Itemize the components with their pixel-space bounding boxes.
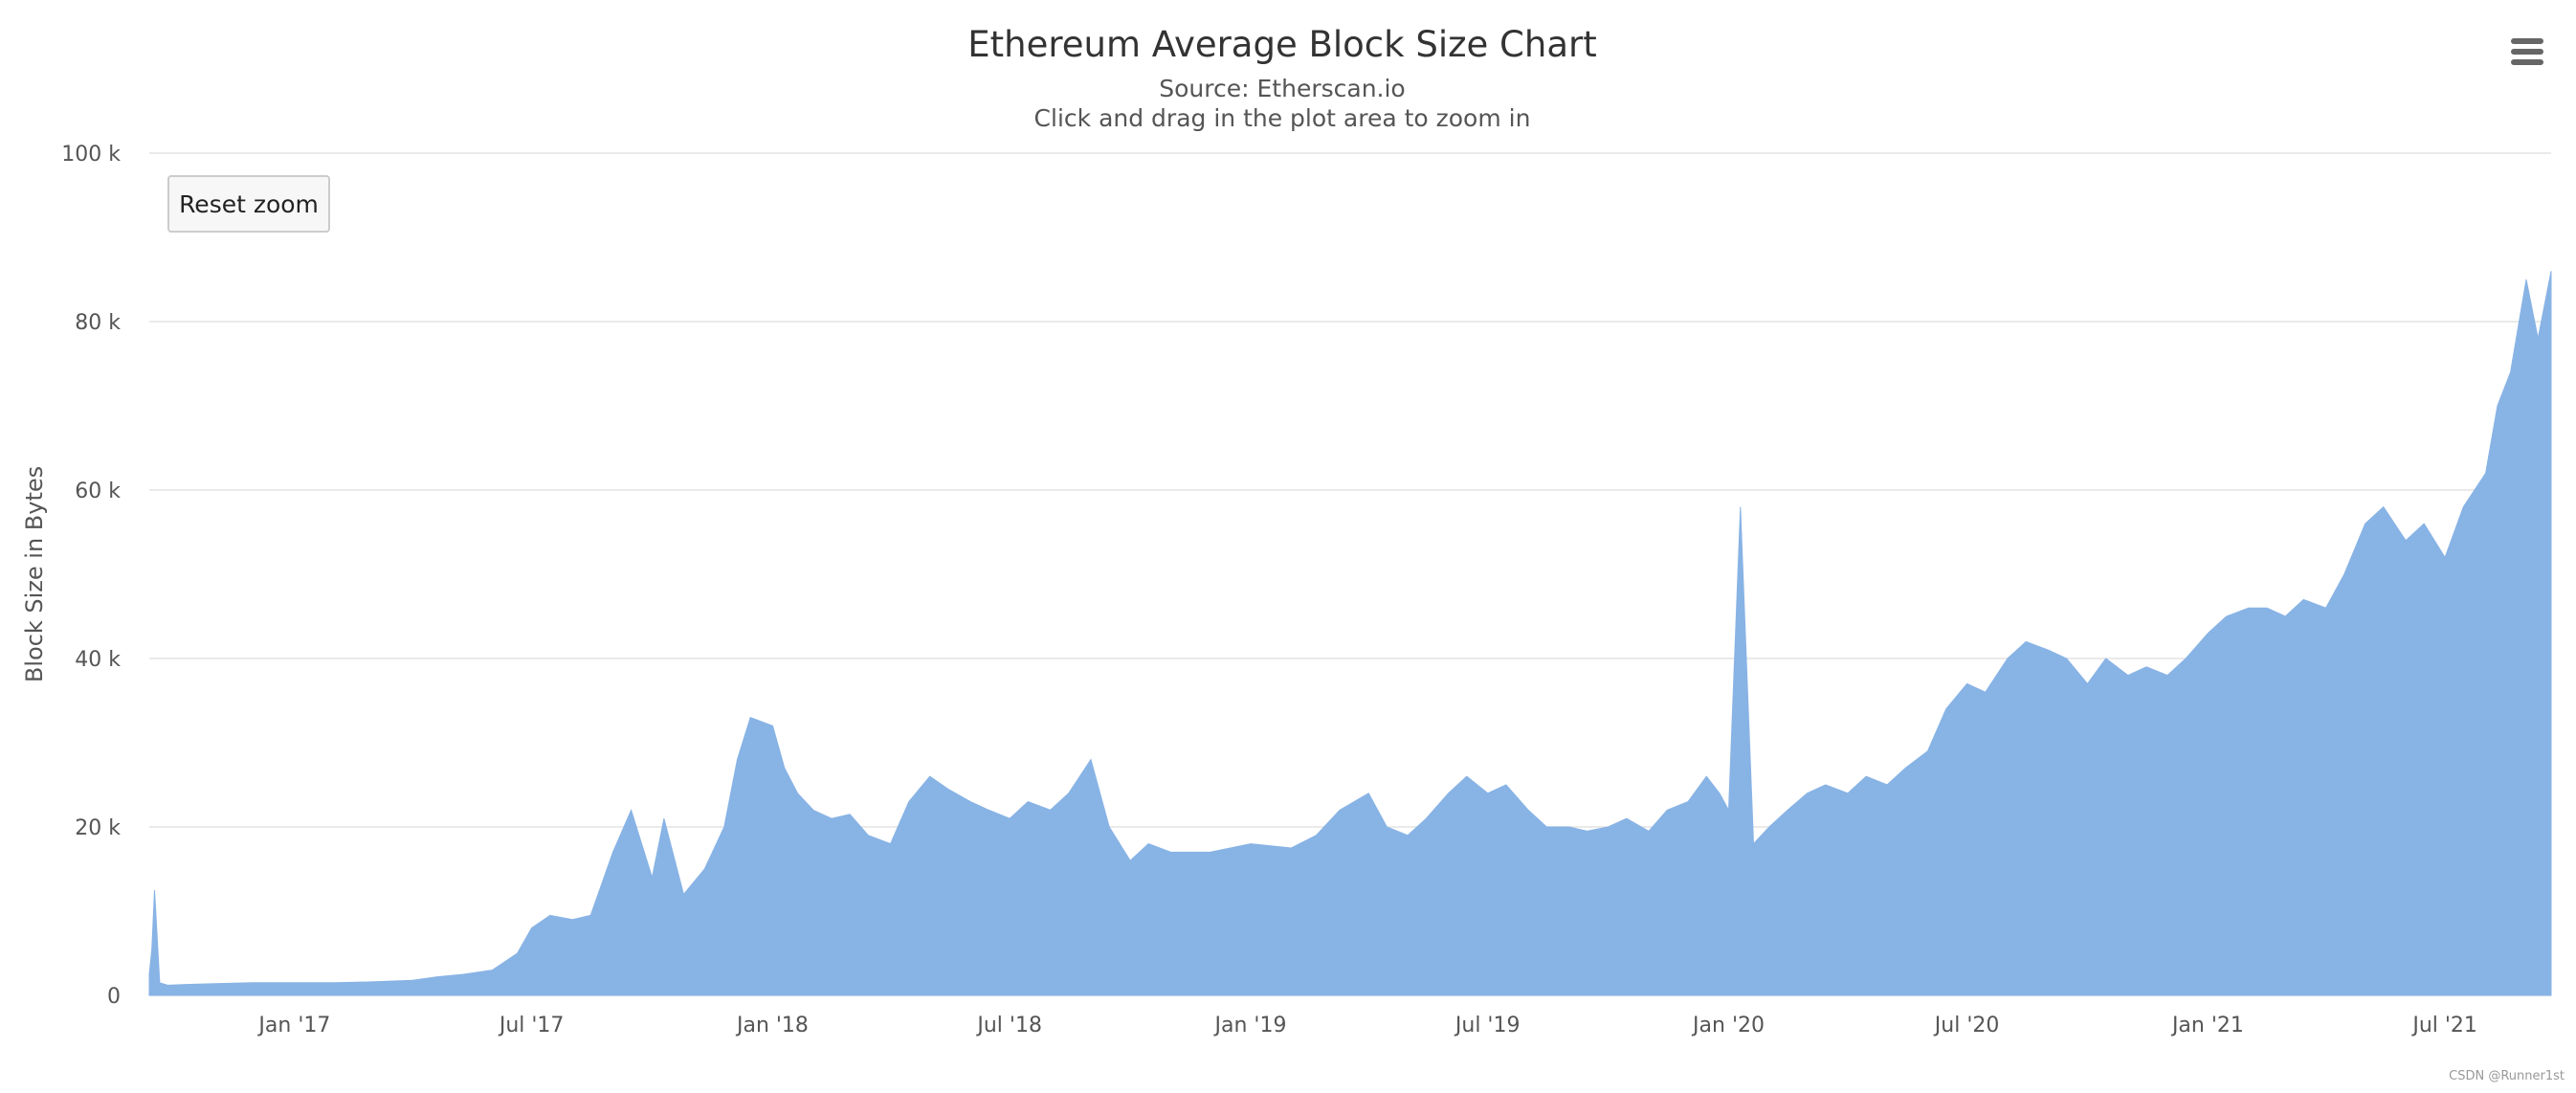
chart-title: Ethereum Average Block Size Chart [967, 24, 1596, 65]
y-tick-label-5: 100 k [61, 143, 121, 167]
y-tick-label-2: 40 k [75, 648, 121, 672]
y-tick-label-4: 80 k [75, 311, 121, 335]
reset-zoom-button-frame[interactable] [167, 175, 330, 233]
reset-zoom-button[interactable]: Reset zoom [167, 175, 330, 233]
reset-zoom-button-label[interactable]: Reset zoom [179, 190, 319, 218]
chart-zoom-instruction: Click and drag in the plot area to zoom … [1034, 104, 1531, 132]
hamburger-menu-icon[interactable] [2505, 29, 2549, 67]
y-tick-label-1: 20 k [75, 816, 121, 840]
x-tick-label-4: Jan '19 [1213, 1014, 1287, 1037]
x-tick-label-2: Jan '18 [735, 1014, 809, 1037]
x-tick-label-6: Jan '20 [1691, 1014, 1765, 1037]
x-axis-ticks: Jan '17 Jul '17 Jan '18 Jul '18 Jan '19 Jul '… [256, 1014, 2477, 1037]
x-tick-label-9: Jul '21 [2410, 1014, 2477, 1037]
x-tick-label-1: Jul '17 [498, 1014, 565, 1037]
y-axis-title: Block Size in Bytes [21, 466, 48, 682]
plot-area[interactable] [148, 153, 2552, 996]
x-tick-label-5: Jul '19 [1454, 1014, 1521, 1037]
credit-watermark: CSDN @Runner1st [2449, 1069, 2565, 1083]
x-tick-label-3: Jul '18 [975, 1014, 1042, 1037]
y-tick-label-0: 0 [107, 985, 121, 1009]
menu-bar-bottom[interactable] [2511, 59, 2543, 65]
x-tick-label-0: Jan '17 [256, 1014, 330, 1037]
x-tick-label-8: Jan '21 [2170, 1014, 2244, 1037]
y-tick-label-3: 60 k [75, 480, 121, 503]
menu-bar-top[interactable] [2511, 38, 2543, 44]
menu-bar-middle[interactable] [2511, 49, 2543, 55]
y-axis-ticks: 0 20 k 40 k 60 k 80 k 100 k [61, 143, 121, 1009]
bar-series-block-size [148, 271, 2552, 996]
x-tick-label-7: Jul '20 [1933, 1014, 2000, 1037]
chart-subtitle: Source: Etherscan.io [1159, 75, 1405, 102]
